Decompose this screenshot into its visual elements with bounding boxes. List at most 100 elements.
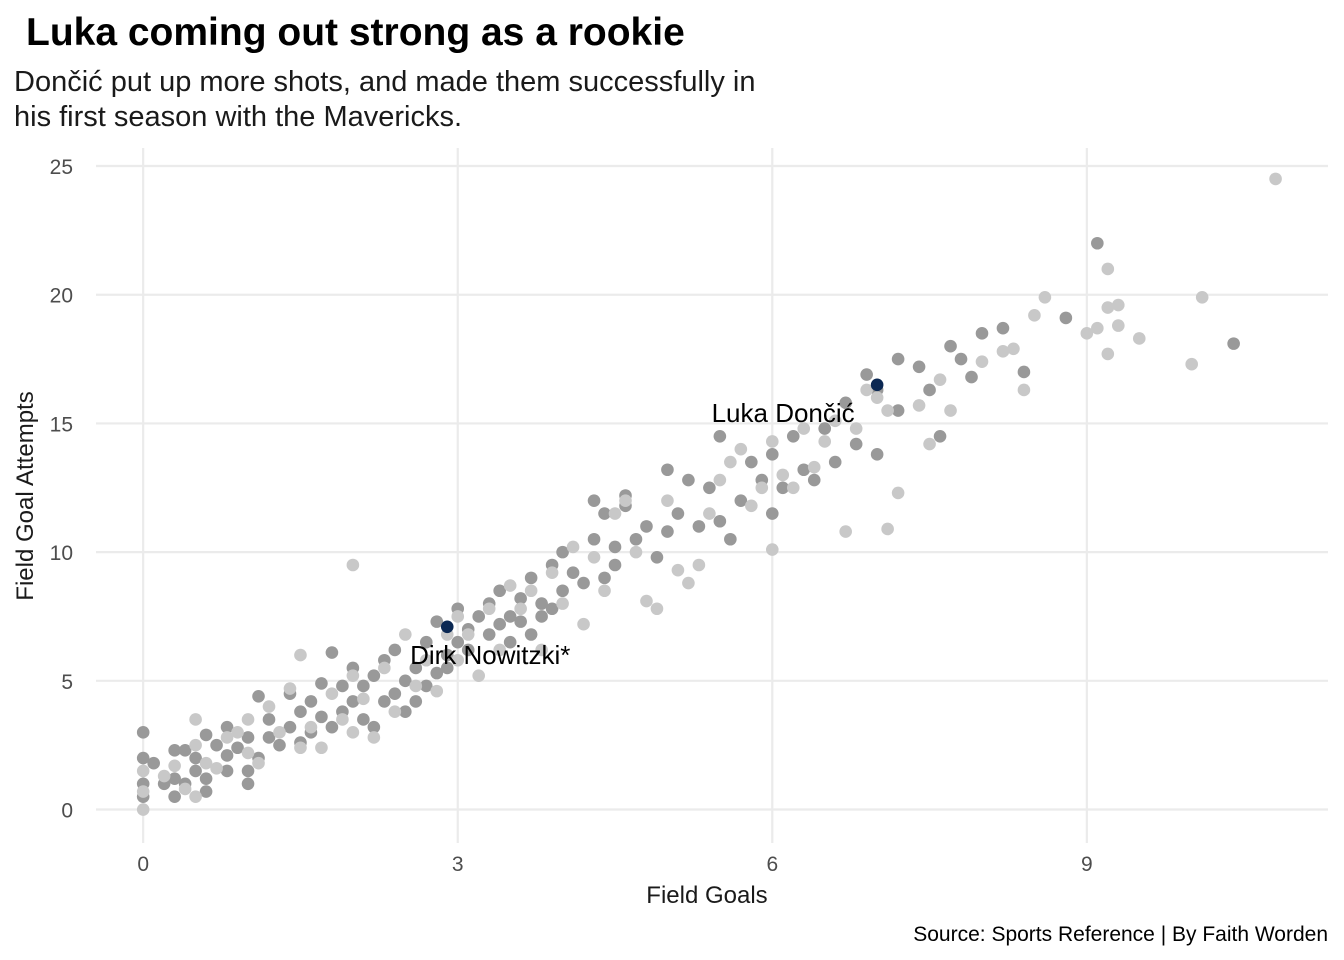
data-point: [346, 726, 360, 739]
data-point: [241, 764, 255, 778]
data-point: [765, 507, 779, 520]
data-point: [241, 731, 255, 744]
data-point: [262, 731, 276, 744]
data-point: [682, 576, 695, 590]
data-point: [996, 321, 1010, 335]
data-point: [283, 682, 297, 695]
data-point: [262, 713, 276, 726]
data-point: [493, 617, 506, 631]
data-point: [598, 584, 611, 598]
highlight-label: Dirk Nowitzki*: [410, 640, 570, 670]
data-point: [210, 738, 223, 752]
data-point: [210, 762, 223, 775]
data-point: [535, 610, 548, 623]
data-point: [975, 327, 989, 340]
data-point: [514, 615, 527, 628]
data-point: [1080, 327, 1094, 340]
data-point: [661, 525, 674, 538]
data-point: [556, 545, 569, 559]
data-point: [136, 764, 150, 778]
data-point: [482, 602, 496, 616]
data-point: [650, 550, 664, 564]
data-point: [357, 692, 370, 706]
data-point: [315, 741, 328, 755]
data-point: [1028, 309, 1041, 322]
data-point: [419, 635, 433, 649]
data-point: [713, 514, 727, 528]
data-point: [965, 370, 978, 384]
data-point: [252, 756, 265, 770]
data-point: [378, 695, 391, 708]
data-point: [671, 563, 685, 577]
data-point: [399, 628, 412, 641]
highlight-points: Luka Dončić Dirk Nowitzki*: [410, 378, 884, 670]
data-point: [566, 566, 580, 580]
data-point: [451, 610, 465, 623]
data-point: [409, 679, 423, 693]
data-point: [231, 741, 244, 755]
data-point: [136, 751, 150, 765]
data-point: [713, 429, 727, 443]
data-point: [1017, 383, 1031, 397]
data-point: [1038, 290, 1052, 304]
data-point: [503, 579, 517, 592]
data-point: [598, 571, 611, 585]
data-point: [629, 532, 643, 546]
data-point: [325, 720, 339, 734]
data-point: [870, 448, 884, 461]
x-tick-label: 9: [1081, 853, 1093, 876]
data-point: [776, 468, 790, 482]
data-point: [409, 695, 423, 708]
data-point: [682, 473, 695, 487]
data-point: [514, 602, 527, 616]
data-point: [891, 404, 905, 417]
data-point: [797, 463, 811, 477]
data-point: [1101, 347, 1115, 361]
data-point: [357, 713, 370, 726]
data-point: [724, 532, 737, 546]
data-point: [975, 355, 989, 368]
data-point: [357, 679, 370, 693]
data-point: [849, 422, 863, 435]
data-point: [430, 615, 444, 628]
data-point: [933, 373, 947, 386]
data-point: [608, 540, 622, 554]
y-tick-label: 5: [61, 671, 73, 694]
gridlines: [96, 148, 1328, 843]
data-point: [199, 728, 213, 742]
y-tick-label: 15: [50, 413, 73, 436]
data-point: [262, 700, 276, 713]
data-point: [178, 744, 192, 757]
data-point: [273, 726, 286, 739]
data-point: [524, 571, 538, 585]
data-point: [325, 646, 339, 659]
data-point: [220, 764, 234, 778]
data-point: [199, 785, 213, 798]
data-point: [294, 741, 307, 755]
data-point: [1101, 301, 1115, 314]
data-point: [608, 507, 622, 520]
data-point: [1269, 172, 1282, 186]
data-point: [661, 494, 674, 507]
data-point: [472, 669, 486, 682]
data-point: [189, 790, 202, 803]
data-point: [1091, 321, 1104, 335]
data-point: [178, 782, 192, 796]
data-point: [524, 628, 538, 641]
data-point: [598, 507, 611, 520]
data-point: [545, 602, 559, 616]
data-point: [136, 785, 150, 798]
data-point: [577, 617, 590, 631]
data-point: [912, 360, 926, 374]
data-point: [346, 558, 360, 572]
data-point: [807, 460, 821, 474]
data-point: [346, 669, 360, 682]
data-point: [1111, 298, 1125, 312]
data-point: [136, 726, 150, 739]
data-point: [619, 494, 632, 507]
data-point: [545, 566, 559, 580]
data-point: [640, 520, 653, 533]
data-point: [535, 597, 548, 610]
data-point: [1091, 236, 1104, 250]
